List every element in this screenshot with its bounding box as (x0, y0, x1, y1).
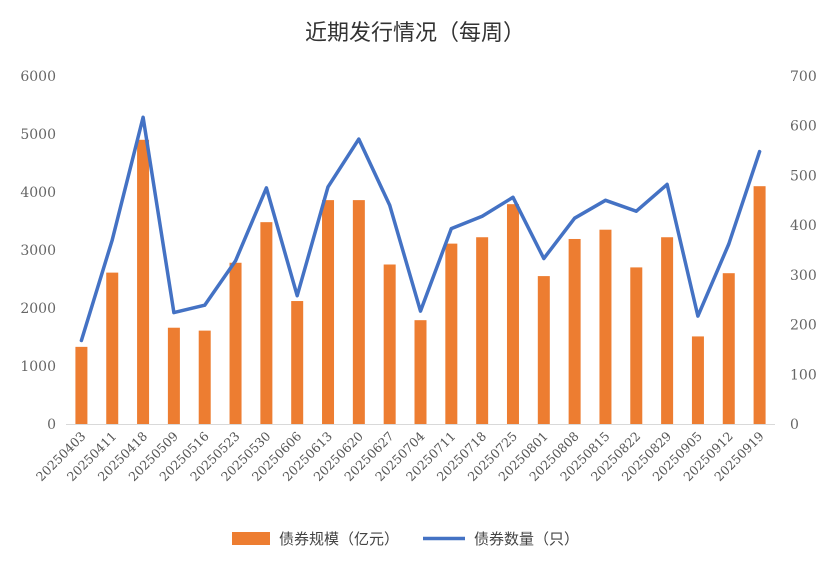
bar (630, 267, 643, 424)
y-left-tick-label: 1000 (20, 359, 56, 375)
line-point (603, 198, 607, 202)
line-point (357, 137, 361, 141)
bar (568, 238, 581, 424)
legend: 债券规模（亿元） 债券数量（只） (232, 530, 579, 548)
y-right-tick-label: 200 (790, 318, 817, 334)
bar (260, 222, 273, 424)
line-point (172, 311, 176, 315)
bar (691, 336, 704, 424)
chart-title: 近期发行情况（每周） (305, 21, 525, 46)
legend-bar-swatch (232, 532, 270, 545)
y-right-tick-label: 0 (790, 417, 799, 433)
y-right-tick-label: 600 (790, 119, 817, 135)
line-point (449, 227, 453, 231)
line-series (79, 115, 762, 343)
line-point (295, 294, 299, 298)
line-point (696, 314, 700, 318)
bar (414, 320, 427, 424)
line-point (110, 238, 114, 242)
bar (291, 301, 304, 424)
bar (75, 346, 88, 424)
bar (661, 237, 674, 424)
y-right-tick-label: 400 (790, 218, 817, 234)
y-left-tick-label: 4000 (20, 185, 56, 201)
y-left-tick-label: 3000 (20, 243, 56, 259)
line-point (388, 203, 392, 207)
bar (506, 204, 519, 424)
line-point (727, 242, 731, 246)
legend-item-bar: 债券规模（亿元） (232, 530, 399, 548)
bar (167, 327, 180, 424)
line-point (511, 195, 515, 199)
y-right-tick-label: 100 (790, 367, 817, 383)
line-point (480, 214, 484, 218)
y-left-tick-label: 6000 (20, 69, 56, 85)
line-point (141, 115, 145, 119)
line-point (234, 259, 238, 263)
bar (137, 139, 150, 425)
legend-bar-label: 债券规模（亿元） (279, 530, 399, 548)
bar (106, 272, 119, 424)
line-point (573, 216, 577, 220)
bar (753, 186, 766, 424)
bar (476, 237, 489, 424)
legend-item-line: 债券数量（只） (423, 530, 579, 548)
left-axis: 0 1000 2000 3000 4000 5000 6000 (20, 69, 56, 433)
series-line (79, 115, 762, 343)
bar (352, 200, 365, 424)
line-point (264, 186, 268, 190)
line-point (203, 303, 207, 307)
bar (722, 273, 735, 424)
bar-series (75, 139, 766, 425)
line-point (542, 256, 546, 260)
line-point (326, 185, 330, 189)
y-left-tick-label: 0 (47, 417, 56, 433)
bar (383, 264, 396, 424)
line-point (758, 150, 762, 154)
y-left-tick-label: 2000 (20, 301, 56, 317)
y-left-tick-label: 5000 (20, 127, 56, 143)
right-axis: 0 100 200 300 400 500 600 700 (790, 69, 817, 433)
bar (229, 262, 242, 424)
y-right-tick-label: 700 (790, 69, 817, 85)
bar (537, 276, 550, 424)
y-right-tick-label: 300 (790, 268, 817, 284)
legend-line-label: 债券数量（只） (474, 530, 579, 548)
bar (322, 200, 335, 424)
line-point (634, 209, 638, 213)
bar (599, 229, 612, 424)
x-axis: 2025040320250411202504182025050920250516… (33, 424, 775, 484)
line-point (665, 182, 669, 186)
bar (445, 243, 458, 424)
bar (198, 330, 211, 424)
y-right-tick-label: 500 (790, 168, 817, 184)
line-point (419, 309, 422, 313)
line-point (79, 338, 83, 342)
